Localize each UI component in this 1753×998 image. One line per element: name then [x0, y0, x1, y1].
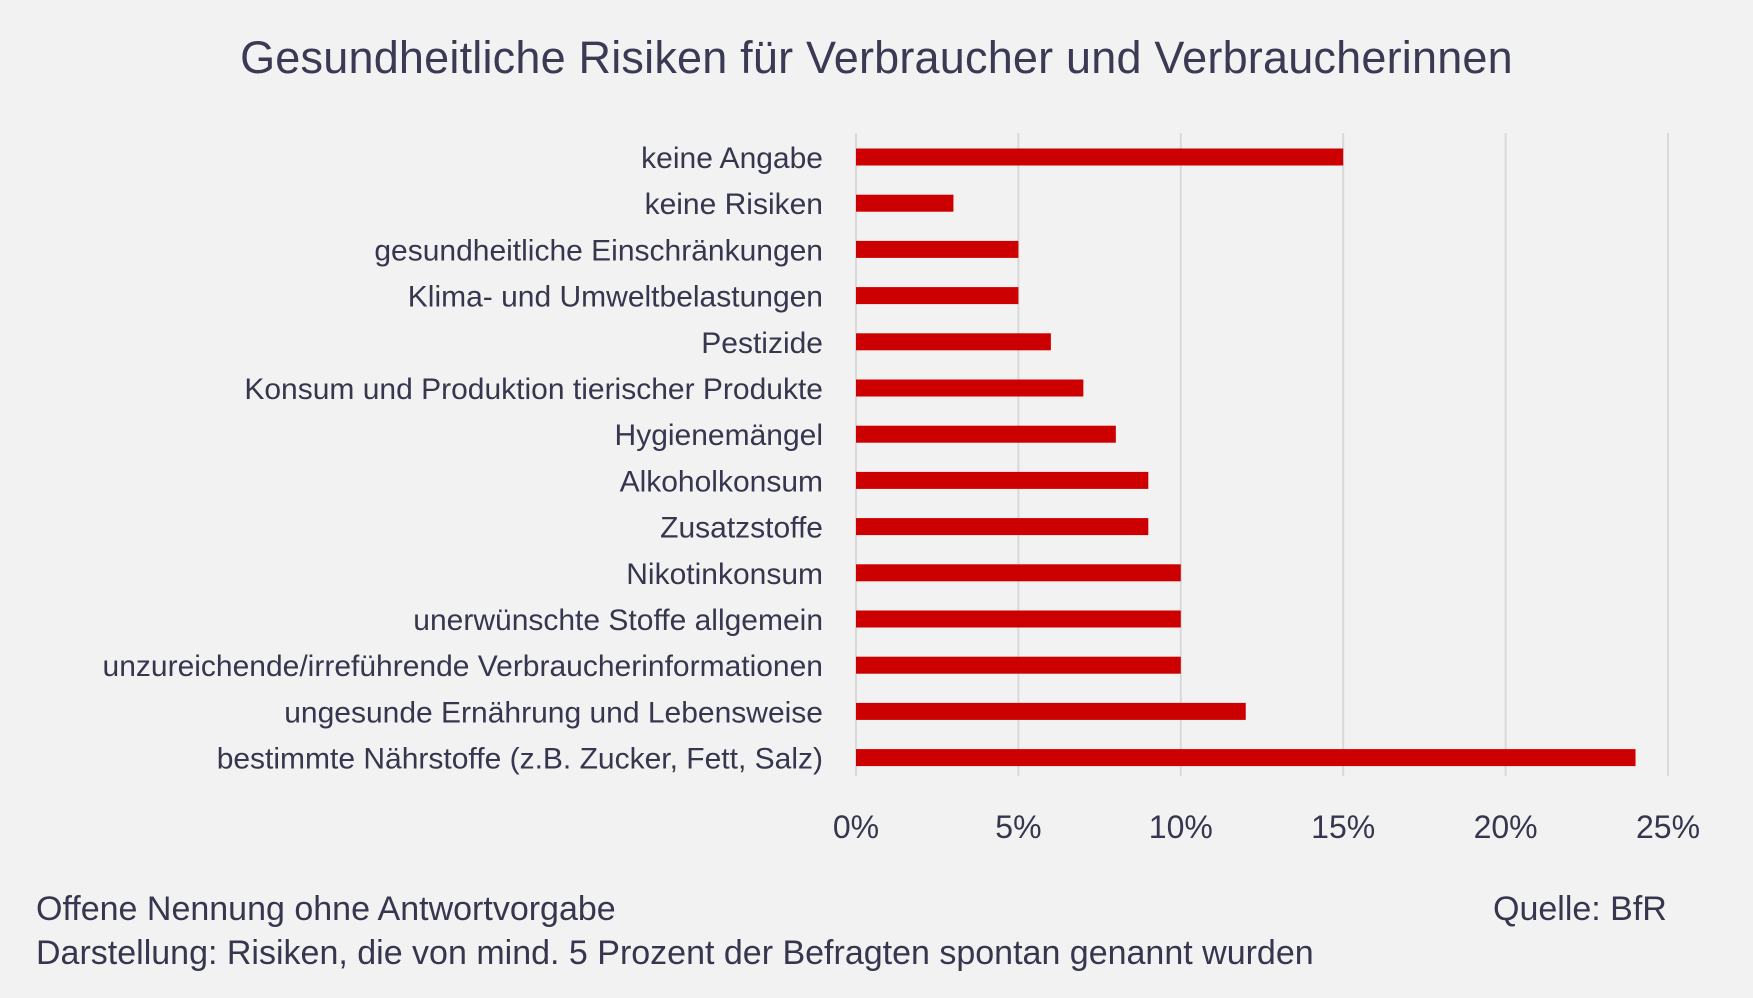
category-label: Hygienemängel: [615, 419, 823, 452]
category-label: Pestizide: [701, 327, 823, 360]
x-tick-label: 20%: [1474, 809, 1538, 845]
x-tick-label: 15%: [1311, 809, 1375, 845]
category-label: ungesunde Ernährung und Lebensweise: [284, 696, 823, 729]
bar: [856, 333, 1051, 351]
bar-chart: keine Angabe keine Risiken gesundheitliche…: [103, 133, 1700, 845]
bar: [856, 518, 1149, 536]
bar: [856, 564, 1181, 582]
category-label: Alkoholkonsum: [620, 465, 823, 498]
category-label: gesundheitliche Einschränkungen: [374, 234, 823, 267]
category-label: keine Risiken: [645, 188, 823, 221]
grid-lines: [855, 133, 1669, 776]
bar: [856, 610, 1181, 628]
bar: [856, 425, 1116, 443]
category-label: Konsum und Produktion tierischer Produkt…: [244, 373, 823, 406]
category-label: Klima- und Umweltbelastungen: [408, 281, 823, 314]
bar: [856, 471, 1149, 489]
bar: [856, 702, 1246, 720]
category-labels: keine Angabe keine Risiken gesundheitliche…: [103, 142, 823, 776]
footnote-open-question: Offene Nennung ohne Antwortvorgabe: [36, 890, 616, 928]
bar: [856, 194, 954, 212]
category-label: unerwünschte Stoffe allgemein: [413, 604, 823, 637]
footnote-display-criteria: Darstellung: Risiken, die von mind. 5 Pr…: [36, 934, 1314, 972]
chart-title: Gesundheitliche Risiken für Verbraucher …: [240, 32, 1513, 83]
x-tick-label: 5%: [995, 809, 1041, 845]
x-tick-label: 10%: [1149, 809, 1213, 845]
category-label: Zusatzstoffe: [660, 512, 823, 545]
category-label: keine Angabe: [641, 142, 823, 175]
x-tick-label: 0%: [833, 809, 879, 845]
chart-footer: Offene Nennung ohne Antwortvorgabe Darst…: [0, 868, 1753, 998]
bars: [856, 148, 1636, 767]
category-label: Nikotinkonsum: [626, 558, 823, 591]
x-tick-label: 25%: [1636, 809, 1700, 845]
category-label: bestimmte Nährstoffe (z.B. Zucker, Fett,…: [217, 743, 823, 776]
category-label: unzureichende/irreführende Verbraucherin…: [103, 650, 823, 683]
source-note: Quelle: BfR: [1493, 890, 1667, 928]
bar: [856, 240, 1019, 258]
x-axis-ticks: 0% 5% 10% 15% 20% 25%: [833, 809, 1700, 845]
bar: [856, 148, 1344, 166]
bar: [856, 379, 1084, 397]
bar: [856, 287, 1019, 305]
bar: [856, 656, 1181, 674]
bar: [856, 749, 1636, 767]
